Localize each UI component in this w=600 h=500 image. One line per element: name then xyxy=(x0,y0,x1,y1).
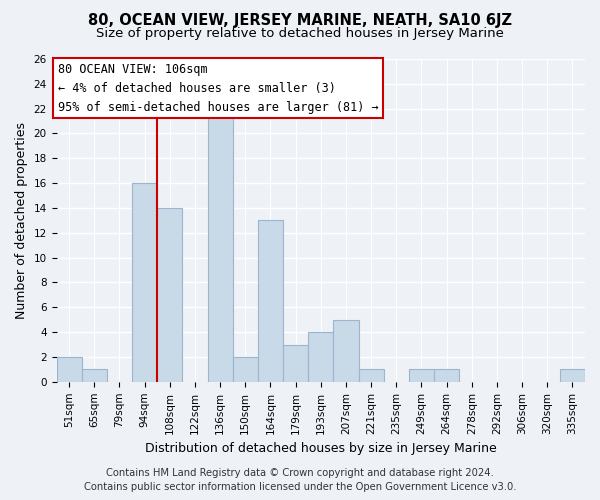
Bar xyxy=(560,370,585,382)
Bar xyxy=(258,220,283,382)
Y-axis label: Number of detached properties: Number of detached properties xyxy=(15,122,28,319)
Bar xyxy=(283,344,308,382)
Bar xyxy=(409,370,434,382)
Bar xyxy=(208,108,233,382)
Text: Size of property relative to detached houses in Jersey Marine: Size of property relative to detached ho… xyxy=(96,28,504,40)
Bar xyxy=(308,332,334,382)
Text: 80, OCEAN VIEW, JERSEY MARINE, NEATH, SA10 6JZ: 80, OCEAN VIEW, JERSEY MARINE, NEATH, SA… xyxy=(88,12,512,28)
Bar xyxy=(334,320,359,382)
Bar xyxy=(233,357,258,382)
Bar xyxy=(434,370,459,382)
Bar xyxy=(132,183,157,382)
X-axis label: Distribution of detached houses by size in Jersey Marine: Distribution of detached houses by size … xyxy=(145,442,497,455)
Bar xyxy=(56,357,82,382)
Bar xyxy=(82,370,107,382)
Bar xyxy=(157,208,182,382)
Text: Contains HM Land Registry data © Crown copyright and database right 2024.
Contai: Contains HM Land Registry data © Crown c… xyxy=(84,468,516,492)
Text: 80 OCEAN VIEW: 106sqm
← 4% of detached houses are smaller (3)
95% of semi-detach: 80 OCEAN VIEW: 106sqm ← 4% of detached h… xyxy=(58,62,379,114)
Bar xyxy=(359,370,383,382)
